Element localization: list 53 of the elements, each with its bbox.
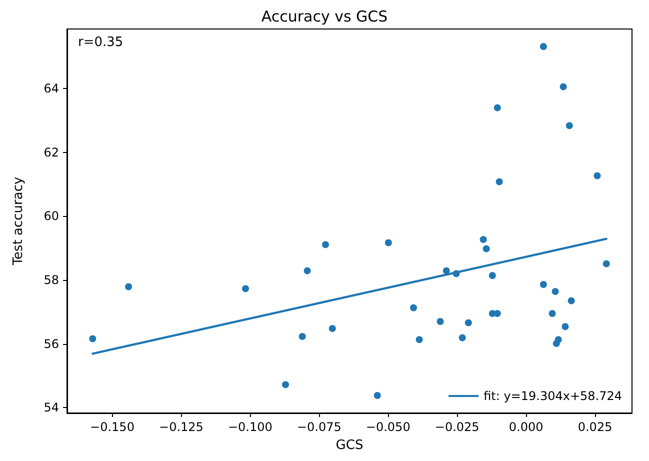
point — [482, 245, 490, 252]
x-tick-label: −0.100 — [228, 420, 272, 434]
point — [488, 272, 496, 280]
point — [322, 241, 329, 248]
point — [568, 297, 575, 304]
x-tick-label: −0.075 — [296, 420, 342, 434]
point — [282, 381, 289, 388]
point — [560, 83, 567, 90]
y-tick-label: 54 — [44, 400, 59, 415]
y-tick-label: 58 — [44, 273, 59, 288]
point — [548, 310, 556, 317]
x-tick-label: −0.050 — [366, 420, 410, 434]
point — [436, 318, 444, 325]
point — [602, 260, 610, 268]
x-axis-title: GCS — [336, 438, 364, 453]
legend-label: fit: y=19.304x+58.724 — [484, 389, 622, 403]
y-axis-title: Test accuracy — [11, 176, 26, 266]
y-tick-label: 64 — [44, 82, 59, 96]
x-tick-label: 0.025 — [578, 420, 612, 434]
point — [328, 324, 336, 332]
annotation: r=0.35 — [78, 35, 124, 50]
chart-title: Accuracy vs GCS — [261, 8, 388, 26]
point — [125, 283, 132, 290]
point — [464, 319, 472, 326]
point — [480, 236, 487, 243]
y-tick-label: 56 — [44, 336, 59, 351]
point — [374, 392, 381, 399]
point — [384, 239, 392, 246]
point — [304, 267, 311, 274]
x-tick-label: −0.150 — [90, 420, 134, 434]
point — [540, 43, 547, 50]
point — [242, 285, 249, 292]
y-tick-label: 62 — [44, 145, 59, 160]
point — [410, 304, 418, 312]
point — [566, 122, 573, 130]
point — [494, 104, 501, 112]
point — [298, 332, 306, 340]
point — [89, 335, 96, 342]
point — [494, 310, 501, 317]
point — [554, 336, 562, 344]
x-tick-label: −0.125 — [159, 420, 204, 434]
point — [540, 280, 547, 288]
point — [562, 323, 569, 330]
point — [452, 270, 460, 278]
point — [496, 178, 503, 186]
point — [458, 334, 466, 342]
point — [416, 336, 423, 344]
x-tick-label: −0.025 — [434, 420, 480, 434]
x-tick-label: 0.000 — [508, 420, 544, 434]
point — [442, 267, 450, 274]
point — [594, 172, 601, 180]
y-tick-label: 60 — [44, 209, 59, 224]
point — [552, 288, 559, 295]
